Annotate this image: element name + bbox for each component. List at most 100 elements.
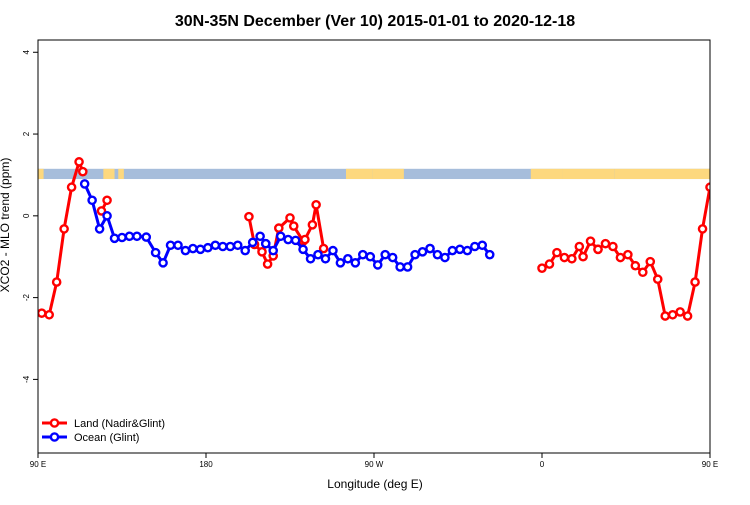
land-strip-segment — [38, 168, 44, 180]
data-point — [600, 238, 611, 249]
data-point — [283, 234, 293, 245]
data-point — [262, 259, 273, 269]
y-axis: -4 -2 0 2 4 — [22, 49, 38, 383]
land-strip-segment — [614, 168, 710, 180]
legend-swatch-marker — [49, 418, 60, 428]
x-tick-label: 0 — [540, 460, 545, 469]
data-point — [484, 249, 495, 260]
data-point — [320, 253, 331, 264]
data-point — [273, 223, 284, 233]
land-strip-segment — [103, 168, 115, 180]
data-point — [300, 234, 310, 245]
series-line — [303, 203, 326, 249]
series-line — [597, 181, 710, 318]
land-strip-segment — [372, 168, 404, 180]
data-point — [78, 166, 88, 177]
series-layer — [38, 157, 750, 321]
data-point — [395, 262, 405, 272]
data-point — [225, 241, 236, 252]
data-point — [240, 245, 250, 256]
data-point — [417, 247, 428, 257]
data-point — [638, 267, 648, 278]
data-point — [313, 249, 323, 260]
data-point — [44, 309, 55, 320]
data-point — [328, 245, 338, 256]
data-point — [244, 211, 254, 222]
data-point — [705, 182, 710, 193]
data-point — [432, 249, 443, 260]
data-point — [150, 247, 161, 258]
y-tick-label: -2 — [22, 294, 31, 302]
data-point — [102, 211, 112, 221]
data-point — [477, 240, 488, 251]
series-ocean — [79, 179, 495, 272]
x-tick-label: 90 E — [702, 460, 718, 469]
data-point — [469, 241, 480, 252]
data-point — [357, 249, 368, 260]
series-line — [83, 183, 267, 265]
data-point — [247, 237, 258, 248]
legend-swatch-marker — [49, 432, 60, 442]
data-point — [578, 251, 588, 262]
x-tick-label: 90 W — [365, 460, 384, 469]
data-point — [210, 240, 221, 251]
data-point — [288, 221, 299, 231]
data-point — [188, 243, 198, 254]
data-point — [593, 244, 603, 255]
legend-entry: Ocean (Glint) — [42, 432, 139, 444]
data-point — [165, 240, 176, 251]
data-point — [141, 232, 152, 242]
data-point — [380, 249, 391, 260]
data-point — [335, 258, 346, 268]
data-point — [311, 199, 321, 210]
data-point — [410, 249, 420, 260]
data-point — [615, 252, 626, 263]
data-point — [38, 308, 47, 318]
data-point — [721, 168, 728, 175]
data-point — [402, 262, 413, 272]
data-point — [94, 224, 105, 234]
data-point — [257, 247, 267, 257]
data-point — [298, 244, 308, 255]
data-point — [645, 256, 656, 267]
y-tick-label: 0 — [22, 213, 31, 218]
data-point — [285, 213, 295, 223]
land-strip-segment — [562, 168, 615, 180]
legend-label: Ocean (Glint) — [74, 432, 139, 444]
data-point — [690, 277, 700, 287]
legend: Land (Nadir&Glint) Ocean (Glint) — [42, 418, 165, 444]
data-point — [552, 247, 562, 258]
land-strip-segment — [346, 168, 373, 180]
data-point — [203, 242, 213, 253]
data-point — [559, 252, 570, 263]
data-point — [124, 231, 135, 242]
chart-title: 30N-35N December (Ver 10) 2015-01-01 to … — [175, 13, 575, 30]
data-point — [608, 241, 618, 252]
data-point — [660, 311, 671, 321]
data-point — [102, 195, 112, 206]
data-point — [79, 179, 90, 189]
x-tick-label: 90 E — [30, 460, 46, 469]
y-tick-label: 4 — [22, 49, 31, 54]
data-point — [462, 245, 473, 256]
data-point — [158, 258, 168, 268]
data-point — [290, 235, 301, 246]
data-point — [744, 197, 750, 204]
data-point — [425, 243, 435, 254]
data-point — [318, 243, 329, 254]
data-point — [714, 158, 721, 165]
data-point — [736, 197, 743, 204]
y-tick-label: 2 — [22, 131, 31, 136]
data-point — [667, 309, 678, 320]
data-point — [260, 238, 271, 249]
data-point — [74, 157, 84, 167]
data-point — [180, 245, 191, 256]
data-point — [387, 252, 398, 263]
data-point — [87, 195, 97, 206]
data-point — [59, 224, 69, 234]
data-point — [537, 263, 547, 273]
data-point — [682, 311, 693, 321]
data-point — [173, 240, 183, 251]
data-point — [574, 241, 585, 252]
